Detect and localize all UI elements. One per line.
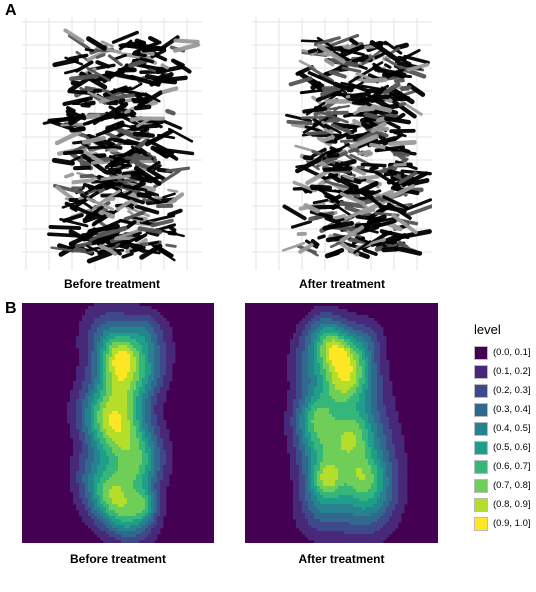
- legend-swatch: [474, 383, 488, 398]
- legend-swatch: [474, 440, 488, 455]
- legend-label: (0.7, 0.8]: [493, 480, 531, 491]
- legend-swatch: [474, 478, 488, 493]
- caption-b-after: After treatment: [298, 552, 385, 566]
- legend-swatch: [474, 364, 488, 379]
- legend-swatch: [474, 421, 488, 436]
- panel-label-a: A: [5, 2, 17, 19]
- legend-entry: (0.9, 1.0]: [474, 514, 534, 533]
- legend-label: (0.2, 0.3]: [493, 385, 531, 396]
- legend-swatch: [474, 345, 488, 360]
- legend-label: (0.8, 0.9]: [493, 499, 531, 510]
- legend-entry: (0.0, 0.1]: [474, 343, 534, 362]
- caption-a-after: After treatment: [298, 277, 385, 291]
- legend-label: (0.9, 1.0]: [493, 518, 531, 529]
- legend-label: (0.3, 0.4]: [493, 404, 531, 415]
- legend-title: level: [474, 322, 501, 337]
- density-plot-after: [245, 303, 438, 543]
- legend-entry: (0.1, 0.2]: [474, 362, 534, 381]
- density-cells: [67, 303, 176, 543]
- legend-label: (0.6, 0.7]: [493, 461, 531, 472]
- legend-swatch: [474, 497, 488, 512]
- legend-entry: (0.3, 0.4]: [474, 400, 534, 419]
- cell-tracks: [42, 28, 201, 264]
- caption-a-before: Before treatment: [63, 277, 161, 291]
- legend-swatch: [474, 402, 488, 417]
- legend-entry: (0.8, 0.9]: [474, 495, 534, 514]
- level-legend: level (0.0, 0.1] (0.1, 0.2] (0.2, 0.3] (0.3…: [474, 322, 534, 533]
- legend-swatch: [474, 459, 488, 474]
- density-plot-before: [22, 303, 214, 543]
- legend-swatch: [474, 516, 488, 531]
- density-cells: [284, 306, 408, 543]
- cell-tracks: [281, 33, 432, 260]
- legend-label: (0.0, 0.1]: [493, 347, 531, 358]
- track-plot-before: [22, 18, 202, 270]
- legend-label: (0.4, 0.5]: [493, 423, 531, 434]
- legend-entry: (0.6, 0.7]: [474, 457, 534, 476]
- legend-entry: (0.7, 0.8]: [474, 476, 534, 495]
- legend-label: (0.1, 0.2]: [493, 366, 531, 377]
- panel-label-b: B: [5, 300, 17, 317]
- caption-b-before: Before treatment: [69, 552, 167, 566]
- legend-entry: (0.4, 0.5]: [474, 419, 534, 438]
- legend-entry: (0.5, 0.6]: [474, 438, 534, 457]
- legend-label: (0.5, 0.6]: [493, 442, 531, 453]
- legend-entry: (0.2, 0.3]: [474, 381, 534, 400]
- track-plot-after: [252, 18, 432, 270]
